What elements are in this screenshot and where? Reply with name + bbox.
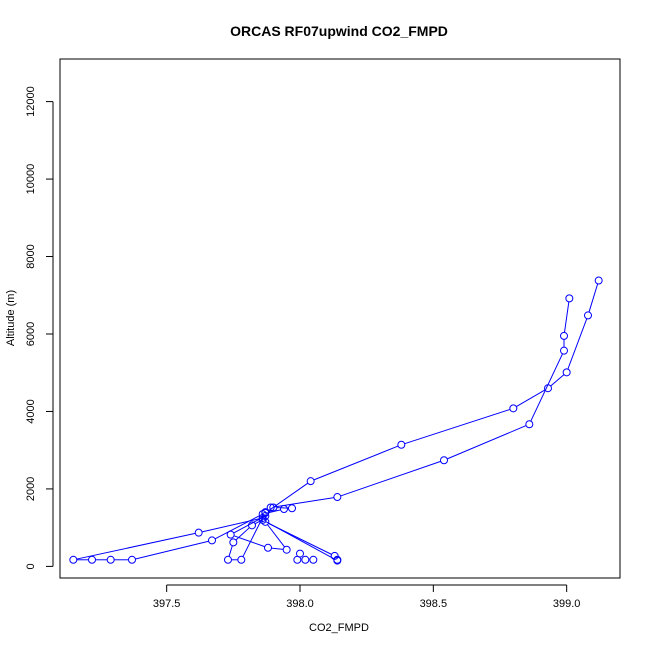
y-tick-label: 6000 — [25, 322, 37, 346]
x-tick-label: 398.5 — [420, 598, 448, 610]
y-tick-label: 12000 — [25, 86, 37, 117]
x-tick-label: 398.0 — [286, 598, 314, 610]
y-tick-label: 2000 — [25, 477, 37, 501]
y-tick-label: 4000 — [25, 399, 37, 423]
y-tick-label: 0 — [25, 563, 37, 569]
y-tick-label: 10000 — [25, 164, 37, 195]
y-tick-label: 8000 — [25, 244, 37, 268]
x-tick-label: 399.0 — [553, 598, 581, 610]
y-axis-label: Altitude (m) — [5, 290, 17, 346]
x-axis-label: CO2_FMPD — [309, 622, 369, 634]
x-tick-label: 397.5 — [153, 598, 181, 610]
chart-title: ORCAS RF07upwind CO2_FMPD — [230, 23, 448, 39]
